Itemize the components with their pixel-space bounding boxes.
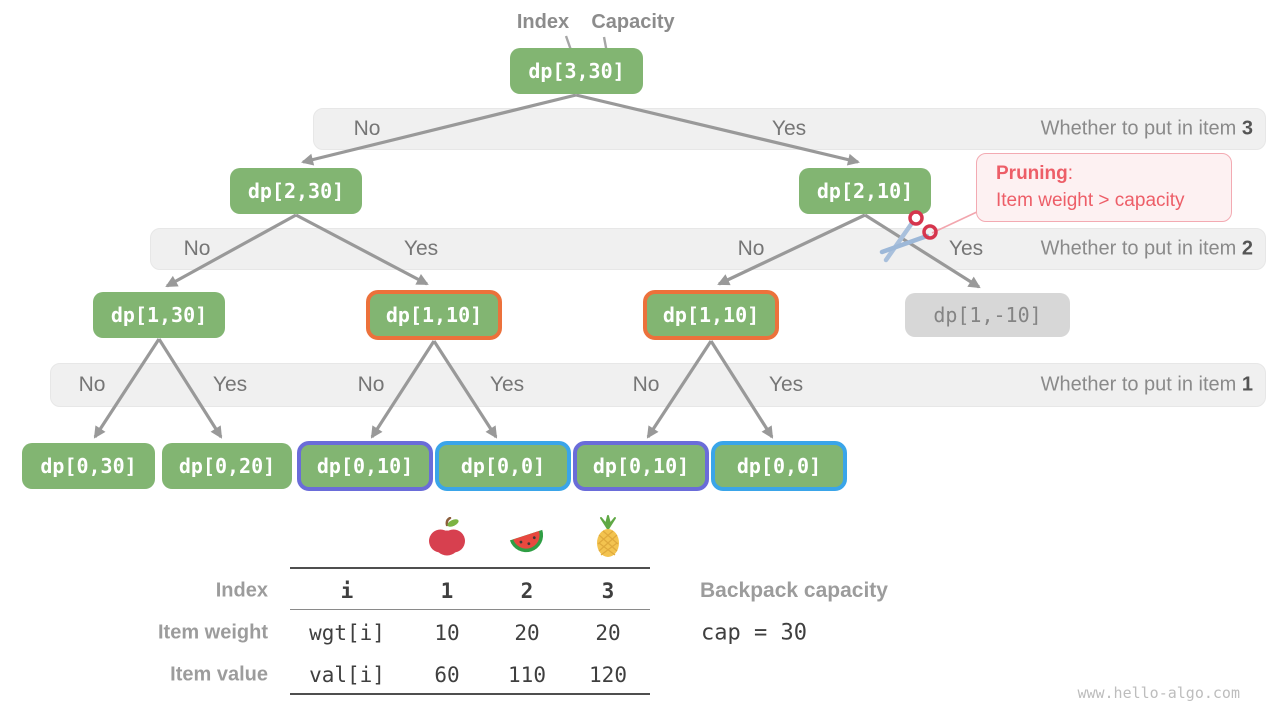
band3-yes-label: Yes	[771, 117, 807, 140]
tree-node-dp-0-10-b: dp[0,10]	[573, 441, 709, 491]
tree-node-dp-1-30: dp[1,30]	[93, 292, 225, 338]
table-wgt-2: 20	[514, 621, 540, 645]
table-rowlabel-value: Item value	[170, 663, 268, 686]
band1-no2-label: No	[357, 373, 385, 396]
pineapple-icon	[597, 515, 619, 557]
band2-no2-label: No	[737, 237, 765, 260]
index-axis-label: Index	[516, 11, 570, 33]
table-rule-middle	[290, 609, 650, 610]
tree-node-dp-0-20: dp[0,20]	[162, 443, 292, 489]
table-rowlabel-weight: Item weight	[157, 621, 268, 644]
table-wgt-1: 10	[434, 621, 460, 645]
decision-band-item-1: No Yes No Yes No Yes Whether to put in i…	[50, 363, 1266, 407]
decision-band-item-3: No Yes Whether to put in item 3	[313, 108, 1266, 150]
band2-yes2-label: Yes	[948, 237, 984, 260]
band1-yes1-label: Yes	[212, 373, 248, 396]
table-val-label: val[i]	[309, 663, 385, 687]
tree-node-dp-0-30: dp[0,30]	[22, 443, 155, 489]
table-wgt-label: wgt[i]	[309, 621, 385, 645]
band2-no1-label: No	[183, 237, 211, 260]
backpack-capacity-label: Backpack capacity	[700, 579, 888, 602]
pruning-text: Item weight > capacity	[996, 190, 1185, 211]
tree-node-dp-0-0-a: dp[0,0]	[435, 441, 571, 491]
apple-icon	[429, 517, 465, 556]
band1-question: Whether to put in item 1	[1040, 373, 1253, 396]
backpack-capacity-value: cap = 30	[701, 620, 807, 646]
table-val-2: 110	[508, 663, 546, 687]
decision-band-item-2: No Yes No Yes Whether to put in item 2	[150, 228, 1266, 270]
table-header-1: 1	[440, 579, 454, 603]
pruning-title: Pruning:	[996, 163, 1074, 184]
band3-question: Whether to put in item 3	[1040, 117, 1253, 140]
band3-no-label: No	[353, 117, 381, 140]
band1-yes3-label: Yes	[768, 373, 804, 396]
band2-question: Whether to put in item 2	[1040, 237, 1253, 260]
tree-node-dp-0-10-a: dp[0,10]	[297, 441, 433, 491]
tree-node-dp-1-neg10-pruned: dp[1,-10]	[905, 293, 1070, 337]
band2-yes1-label: Yes	[403, 237, 439, 260]
band1-no1-label: No	[78, 373, 106, 396]
table-val-1: 60	[434, 663, 460, 687]
tree-node-dp-1-10-a: dp[1,10]	[366, 290, 502, 340]
watermark: www.hello-algo.com	[1077, 684, 1240, 702]
tree-node-dp-2-30: dp[2,30]	[230, 168, 362, 214]
band1-yes2-label: Yes	[489, 373, 525, 396]
band1-no3-label: No	[632, 373, 660, 396]
pruning-callout: Pruning: Item weight > capacity	[976, 153, 1232, 222]
table-header-i: i	[340, 579, 354, 603]
table-wgt-3: 20	[595, 621, 621, 645]
tree-node-dp-0-0-b: dp[0,0]	[711, 441, 847, 491]
table-header-2: 2	[520, 579, 534, 603]
table-rule-top	[290, 567, 650, 569]
tree-node-dp-3-30: dp[3,30]	[510, 48, 643, 94]
table-rule-bottom	[290, 693, 650, 695]
table-rowlabel-index: Index	[215, 579, 268, 602]
tree-node-dp-1-10-b: dp[1,10]	[643, 290, 779, 340]
tree-node-dp-2-10: dp[2,10]	[799, 168, 931, 214]
capacity-axis-label: Capacity	[591, 11, 675, 33]
table-header-3: 3	[601, 579, 615, 603]
table-val-3: 120	[589, 663, 627, 687]
watermelon-icon	[509, 529, 544, 553]
